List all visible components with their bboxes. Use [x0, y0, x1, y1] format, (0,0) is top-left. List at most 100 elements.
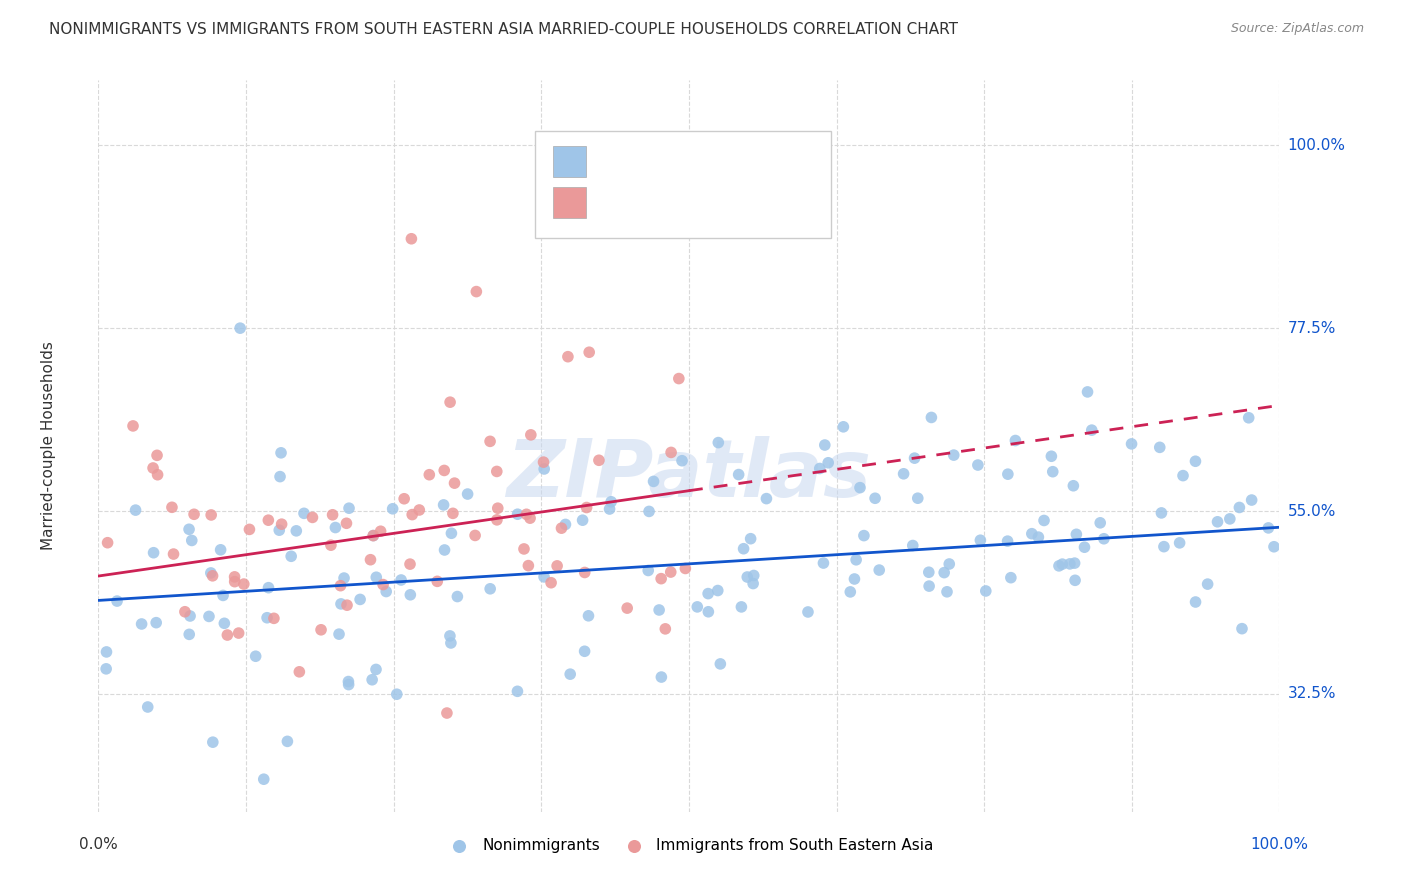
Point: [554, 517, 576, 532]
FancyBboxPatch shape: [553, 146, 586, 177]
Point: [863, 491, 886, 506]
Point: [319, 538, 342, 552]
Point: [740, 532, 762, 546]
Point: [146, 467, 169, 482]
Point: [200, 508, 222, 522]
Point: [214, 616, 236, 631]
Point: [506, 684, 529, 698]
Legend: Nonimmigrants, Immigrants from South Eastern Asia: Nonimmigrants, Immigrants from South Eas…: [437, 831, 941, 859]
Point: [1197, 577, 1219, 591]
Point: [707, 583, 730, 598]
Point: [839, 585, 862, 599]
Point: [686, 599, 709, 614]
Point: [1263, 540, 1285, 554]
Point: [389, 573, 412, 587]
Point: [832, 419, 855, 434]
Point: [578, 345, 600, 359]
Point: [650, 670, 672, 684]
Point: [229, 321, 252, 335]
Point: [1040, 450, 1063, 464]
Point: [162, 547, 184, 561]
Point: [637, 564, 659, 578]
Point: [366, 570, 388, 584]
Point: [440, 636, 463, 650]
Point: [486, 501, 509, 516]
Text: R =: R =: [598, 193, 634, 211]
Point: [650, 572, 672, 586]
Point: [224, 570, 246, 584]
Point: [934, 566, 956, 580]
Point: [288, 665, 311, 679]
Point: [426, 574, 449, 589]
Point: [817, 456, 839, 470]
Point: [742, 576, 765, 591]
Text: 0.0%: 0.0%: [79, 837, 118, 852]
Point: [814, 438, 837, 452]
Point: [433, 543, 456, 558]
Point: [1153, 540, 1175, 554]
Point: [179, 609, 201, 624]
Point: [1059, 557, 1081, 571]
FancyBboxPatch shape: [536, 131, 831, 237]
Point: [375, 584, 398, 599]
Point: [1021, 526, 1043, 541]
Point: [322, 508, 344, 522]
Point: [309, 623, 332, 637]
Point: [600, 495, 623, 509]
Point: [574, 566, 596, 580]
Point: [440, 526, 463, 541]
Text: ZIPatlas: ZIPatlas: [506, 436, 872, 515]
Point: [1092, 532, 1115, 546]
Point: [142, 546, 165, 560]
Point: [920, 410, 942, 425]
Point: [201, 569, 224, 583]
Text: 0.198: 0.198: [643, 193, 696, 211]
Point: [337, 674, 360, 689]
Point: [755, 491, 778, 506]
Point: [136, 700, 159, 714]
Point: [1066, 527, 1088, 541]
Point: [160, 500, 183, 515]
Point: [557, 350, 579, 364]
Point: [363, 528, 385, 542]
Point: [270, 446, 292, 460]
Point: [1184, 454, 1206, 468]
Text: N =: N =: [710, 193, 747, 211]
Point: [1237, 410, 1260, 425]
Text: 151: 151: [754, 152, 789, 169]
Point: [969, 533, 991, 548]
Text: Source: ZipAtlas.com: Source: ZipAtlas.com: [1230, 22, 1364, 36]
Point: [844, 572, 866, 586]
Text: NONIMMIGRANTS VS IMMIGRANTS FROM SOUTH EASTERN ASIA MARRIED-COUPLE HOUSEHOLDS CO: NONIMMIGRANTS VS IMMIGRANTS FROM SOUTH E…: [49, 22, 959, 37]
Point: [183, 508, 205, 522]
Point: [360, 552, 382, 566]
Point: [574, 644, 596, 658]
Point: [1168, 536, 1191, 550]
Point: [399, 557, 422, 571]
Point: [560, 667, 582, 681]
Point: [97, 535, 120, 549]
Point: [654, 622, 676, 636]
Point: [224, 574, 246, 589]
Point: [697, 586, 720, 600]
Point: [936, 584, 959, 599]
Point: [697, 605, 720, 619]
Point: [479, 582, 502, 596]
Point: [588, 453, 610, 467]
Point: [520, 428, 543, 442]
Point: [893, 467, 915, 481]
Point: [733, 541, 755, 556]
Point: [257, 513, 280, 527]
FancyBboxPatch shape: [553, 187, 586, 218]
Point: [648, 603, 671, 617]
Point: [571, 513, 593, 527]
Point: [433, 498, 456, 512]
Point: [364, 662, 387, 676]
Point: [1076, 384, 1098, 399]
Point: [813, 556, 835, 570]
Point: [1150, 506, 1173, 520]
Point: [1149, 441, 1171, 455]
Point: [918, 566, 941, 580]
Point: [263, 611, 285, 625]
Point: [735, 570, 758, 584]
